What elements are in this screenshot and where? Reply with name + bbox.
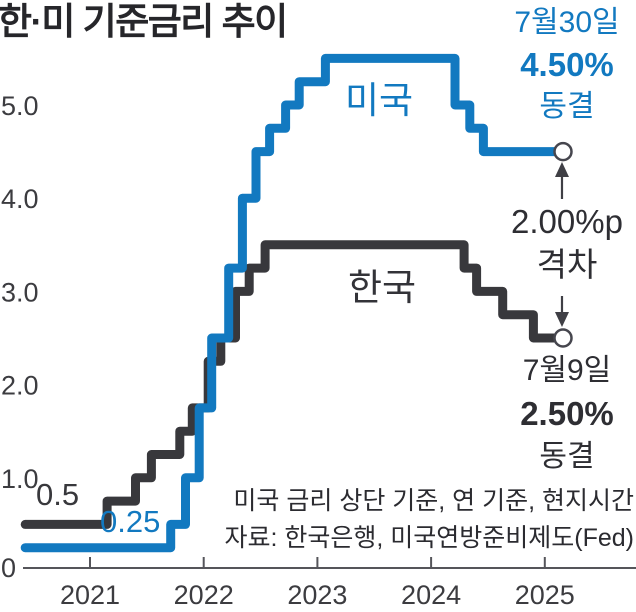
kr-latest-annotation: 7월9일 2.50% 동결 — [497, 349, 636, 478]
us-latest-rate: 4.50% — [520, 46, 614, 83]
us-latest-annotation: 7월30일 4.50% 동결 — [497, 2, 636, 128]
y-tick-label: 2.0 — [1, 371, 39, 401]
x-tick-label: 2021 — [60, 580, 120, 610]
footnotes: 미국 금리 상단 기준, 연 기준, 현지시간 자료: 한국은행, 미국연방준비… — [224, 483, 634, 557]
endpoint-circle-us — [553, 141, 573, 162]
y-tick-label: 1.0 — [1, 464, 39, 494]
us-latest-action: 동결 — [539, 90, 595, 123]
kr-series-label: 한국 — [348, 267, 417, 308]
y-tick-label: 3.0 — [1, 277, 39, 307]
us-latest-date: 7월30일 — [514, 6, 620, 39]
footnote-basis: 미국 금리 상단 기준, 연 기준, 현지시간 — [233, 487, 634, 515]
x-tick-label: 2024 — [401, 580, 461, 610]
kr-latest-action: 동결 — [539, 440, 595, 473]
kr-latest-date: 7월9일 — [522, 354, 612, 387]
series-line-us — [20, 53, 568, 553]
endpoint-circle-kr — [553, 328, 573, 348]
kr-latest-rate: 2.50% — [520, 395, 614, 432]
us-start-value-label: 0.25 — [100, 504, 161, 539]
us-series-label: 미국 — [345, 80, 414, 121]
chart-title: 한·미 기준금리 추이 — [0, 1, 288, 42]
footnote-source: 자료: 한국은행, 미국연방준비제도(Fed) — [224, 524, 634, 552]
arrow-down-icon — [554, 312, 569, 327]
rate-gap-label: 격차 — [536, 246, 598, 283]
y-tick-label: 4.0 — [1, 184, 39, 214]
arrow-up-icon — [554, 162, 569, 177]
x-tick-label: 2023 — [287, 580, 347, 610]
rate-gap-value: 2.00%p — [511, 203, 623, 240]
x-tick-label: 2025 — [515, 580, 575, 610]
kr-start-value-label: 0.5 — [36, 477, 80, 512]
y-tick-label: 0 — [1, 553, 16, 583]
rate-gap-annotation: 2.00%p 격차 — [497, 200, 636, 286]
y-tick-label: 5.0 — [1, 91, 39, 121]
x-tick-label: 2022 — [174, 580, 234, 610]
